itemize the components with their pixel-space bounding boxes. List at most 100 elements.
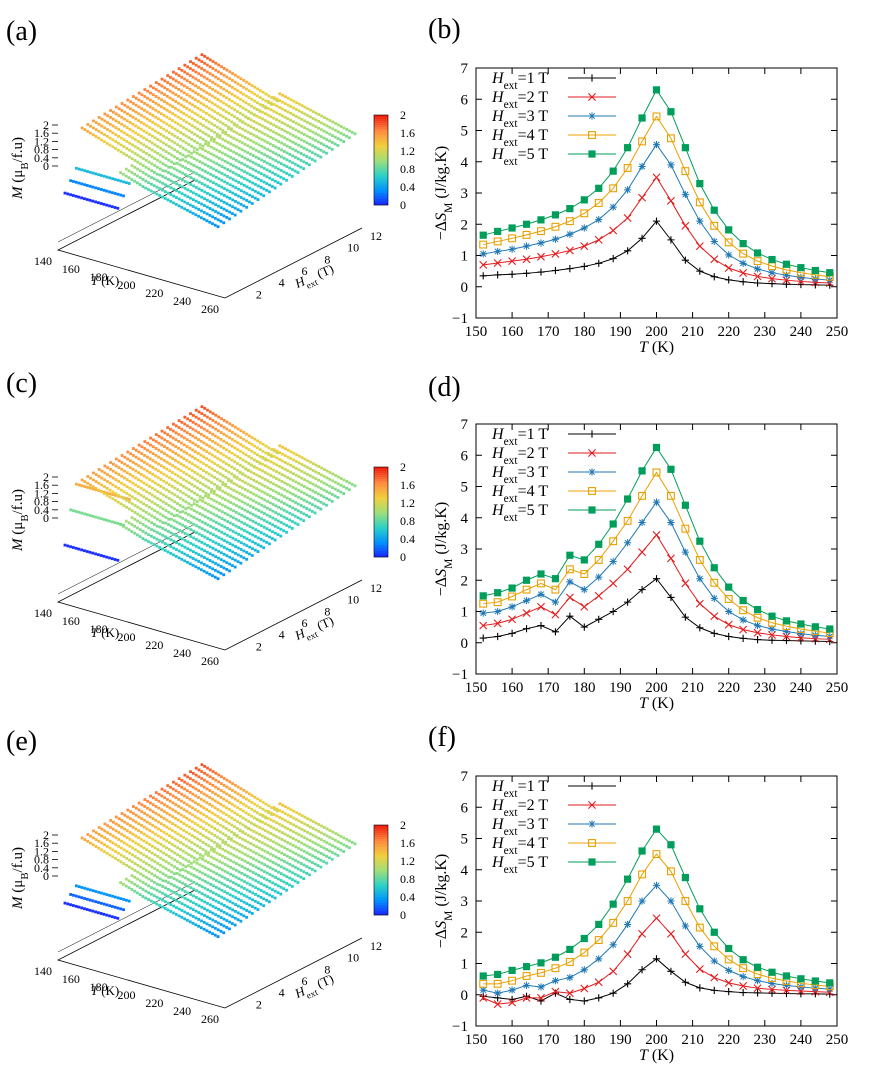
surface-point: [230, 120, 233, 124]
surface-point: [232, 495, 236, 499]
surface-point: [211, 201, 215, 205]
surface-point: [243, 508, 247, 512]
surface-point: [178, 510, 182, 514]
surface-point: [212, 489, 216, 493]
x-tick-label: 200: [645, 680, 668, 696]
surface-point: [100, 848, 103, 852]
surface-point: [197, 58, 201, 62]
surface-point: [317, 465, 321, 468]
surface-point: [249, 477, 253, 481]
surface-point: [131, 454, 135, 457]
surface-point: [230, 212, 234, 215]
surface-point: [225, 75, 229, 79]
surface-point: [267, 804, 271, 808]
surface-point: [141, 516, 145, 519]
surface-point: [221, 460, 225, 464]
surface-point: [288, 132, 292, 136]
surface-point: [218, 127, 222, 131]
surface-point: [176, 115, 180, 119]
surface-point: [233, 804, 237, 808]
surface-point: [194, 186, 198, 189]
surface-point: [114, 499, 117, 502]
surface-point: [137, 98, 141, 102]
surface-point: [282, 860, 286, 863]
surface-point: [222, 924, 226, 928]
surface-point: [105, 487, 109, 490]
surface-point: [77, 905, 81, 909]
surface-point: [203, 190, 207, 194]
surface-point: [308, 481, 312, 485]
surface-point: [171, 457, 175, 461]
surface-point: [194, 766, 198, 770]
surface-point: [119, 522, 123, 526]
surface-point: [190, 110, 194, 114]
colorbar-segment: [374, 505, 388, 508]
data-point: [624, 598, 632, 606]
surface-point: [143, 460, 146, 464]
surface-point: [225, 561, 229, 564]
surface-point: [207, 823, 211, 827]
surface-point: [294, 155, 297, 159]
surface-point: [202, 427, 206, 431]
surface-point: [288, 152, 292, 156]
surface-point: [216, 828, 219, 832]
surface-point: [248, 890, 252, 893]
surface-point: [168, 103, 172, 107]
surface-point: [159, 505, 162, 509]
surface-point: [151, 472, 155, 476]
surface-point: [162, 817, 166, 820]
surface-point: [245, 432, 248, 436]
surface-point: [300, 821, 304, 824]
surface-point: [300, 469, 304, 473]
surface-point: [240, 527, 243, 531]
surface-point: [133, 531, 136, 535]
surface-point: [190, 151, 193, 155]
surface-point: [270, 96, 273, 99]
surface-point: [239, 84, 243, 87]
surface-point: [194, 443, 197, 447]
surface-point: [233, 213, 237, 217]
surface-point: [216, 577, 220, 581]
surface-point: [313, 152, 317, 156]
surface-point: [236, 455, 239, 458]
surface-point: [160, 794, 164, 798]
surface-plot-a: (a)21.61.20.80.40M (μB/f.u)1401601802002…: [6, 16, 415, 316]
surface-point: [183, 70, 187, 74]
surface-point: [300, 848, 303, 852]
surface-point: [303, 471, 307, 475]
surface-point: [158, 904, 161, 907]
surface-point: [183, 559, 187, 563]
surface-point: [88, 888, 92, 892]
surface-point: [130, 874, 134, 878]
surface-point: [151, 438, 155, 442]
y-axis-label: −ΔSM (J/kg.K): [433, 502, 455, 596]
surface-point: [317, 843, 320, 847]
surface-point: [234, 199, 237, 203]
data-point: [624, 920, 632, 929]
surface-point: [142, 853, 146, 857]
surface-point: [155, 185, 159, 189]
surface-point: [207, 113, 211, 117]
colorbar-segment: [374, 555, 388, 558]
surface-point: [319, 155, 323, 159]
data-point: [725, 583, 733, 591]
surface-point: [266, 837, 270, 841]
surface-point: [226, 520, 230, 523]
surface-point: [200, 892, 204, 895]
surface-point: [347, 488, 351, 492]
surface-point: [219, 923, 223, 926]
colorbar-segment: [374, 547, 388, 550]
surface-point: [166, 440, 169, 443]
surface-point: [238, 456, 242, 460]
surface-point: [269, 101, 273, 105]
surface-point: [122, 490, 126, 494]
surface-point: [225, 792, 229, 796]
surface-point: [226, 878, 230, 881]
surface-point: [260, 490, 264, 493]
surface-point: [91, 199, 95, 203]
surface-point: [172, 911, 175, 915]
surface-point: [158, 160, 162, 164]
surface-point: [124, 877, 128, 881]
surface-point: [308, 859, 312, 863]
surface-point: [185, 458, 189, 462]
